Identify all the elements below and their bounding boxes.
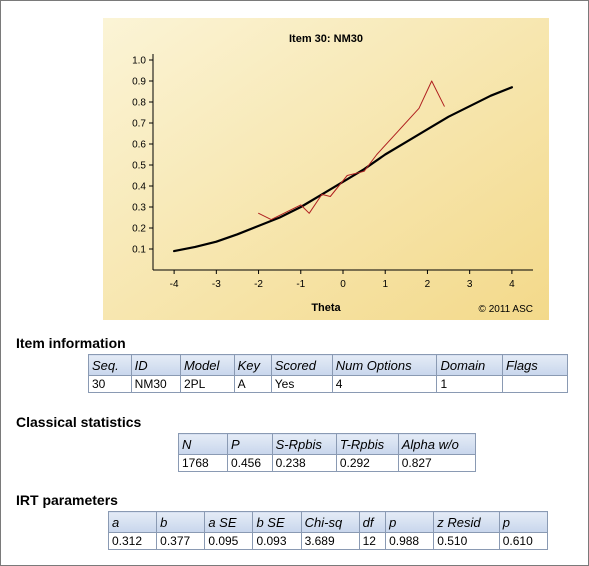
x-axis-label: Theta <box>311 302 341 314</box>
col-a-se[interactable]: a SE <box>204 511 254 533</box>
cell-id: NM30 <box>130 375 181 393</box>
cell-seq: 30 <box>88 375 132 393</box>
cell-p-chi: 0.988 <box>385 532 435 550</box>
table-row: 0.312 0.377 0.095 0.093 3.689 12 0.988 0… <box>107 532 549 550</box>
cell-n: 1768 <box>178 454 228 472</box>
col-a[interactable]: a <box>107 511 158 533</box>
cell-alpha-wo: 0.827 <box>397 454 477 472</box>
col-key[interactable]: Key <box>233 354 272 376</box>
cell-domain: 1 <box>436 375 503 393</box>
copyright-note: © 2011 ASC <box>479 304 533 315</box>
cell-p-z: 0.610 <box>498 532 549 550</box>
cell-chi-sq: 3.689 <box>300 532 360 550</box>
observed-proportion-line <box>258 80 445 221</box>
table-row: 30 NM30 2PL A Yes 4 1 <box>88 375 568 393</box>
cell-b: 0.377 <box>156 532 206 550</box>
chart-title: Item 30: NM30 <box>289 33 363 45</box>
y-tick-label: 0.6 <box>132 140 146 151</box>
cell-df: 12 <box>358 532 387 550</box>
x-tick-label: -2 <box>254 279 263 290</box>
irt-header-row: a b a SE b SE Chi-sq df p z Resid p <box>107 511 549 533</box>
y-tick-label: 0.5 <box>132 161 146 172</box>
classical-stats-table: N P S-Rpbis T-Rpbis Alpha w/o 1768 0.456… <box>178 433 477 472</box>
col-id[interactable]: ID <box>130 354 181 376</box>
chart-svg: Item 30: NM30 Theta © 2011 ASC 0.1 0.2 0.3… <box>103 18 549 320</box>
x-tick-label: 2 <box>425 279 431 290</box>
cell-scored: Yes <box>270 375 333 393</box>
item-info-header-row: Seq. ID Model Key Scored Num Options Dom… <box>88 354 568 376</box>
x-tick-label: -3 <box>212 279 221 290</box>
cell-a-se: 0.095 <box>204 532 254 550</box>
col-s-rpbis[interactable]: S-Rpbis <box>271 433 337 455</box>
x-tick-label: -4 <box>170 279 179 290</box>
cell-t-rpbis: 0.292 <box>335 454 399 472</box>
classical-header-row: N P S-Rpbis T-Rpbis Alpha w/o <box>178 433 477 455</box>
col-df[interactable]: df <box>358 511 387 533</box>
x-tick-label: 1 <box>382 279 388 290</box>
y-tick-label: 0.4 <box>132 182 146 193</box>
y-tick-label: 0.2 <box>132 224 146 235</box>
cell-z-resid: 0.510 <box>433 532 500 550</box>
y-tick-label: 0.9 <box>132 77 146 88</box>
col-p-z[interactable]: p <box>498 511 549 533</box>
cell-key: A <box>233 375 272 393</box>
irt-params-title: IRT parameters <box>16 492 118 508</box>
table-row: 1768 0.456 0.238 0.292 0.827 <box>178 454 477 472</box>
col-flags[interactable]: Flags <box>502 354 568 376</box>
col-model[interactable]: Model <box>179 354 235 376</box>
x-tick-label: 0 <box>340 279 346 290</box>
col-domain[interactable]: Domain <box>436 354 503 376</box>
x-tick-label: 4 <box>509 279 515 290</box>
cell-a: 0.312 <box>107 532 158 550</box>
item-info-table: Seq. ID Model Key Scored Num Options Dom… <box>88 354 568 393</box>
col-t-rpbis[interactable]: T-Rpbis <box>335 433 399 455</box>
col-p[interactable]: P <box>227 433 273 455</box>
col-alpha-wo[interactable]: Alpha w/o <box>397 433 477 455</box>
cell-num-options: 4 <box>331 375 438 393</box>
col-n[interactable]: N <box>178 433 228 455</box>
y-tick-label: 0.1 <box>132 245 146 256</box>
col-b[interactable]: b <box>156 511 206 533</box>
y-tick-label: 0.8 <box>132 98 146 109</box>
item-info-title: Item information <box>16 335 126 351</box>
cell-b-se: 0.093 <box>252 532 302 550</box>
col-num-options[interactable]: Num Options <box>331 354 438 376</box>
y-tick-label: 1.0 <box>132 56 146 67</box>
cell-p: 0.456 <box>227 454 273 472</box>
col-b-se[interactable]: b SE <box>252 511 302 533</box>
col-z-resid[interactable]: z Resid <box>433 511 500 533</box>
col-chi-sq[interactable]: Chi-sq <box>300 511 360 533</box>
x-tick-label: 3 <box>467 279 473 290</box>
col-scored[interactable]: Scored <box>270 354 333 376</box>
y-tick-label: 0.3 <box>132 203 146 214</box>
col-seq[interactable]: Seq. <box>88 354 132 376</box>
model-curve-line <box>172 86 513 253</box>
y-tick-label: 0.7 <box>132 119 146 130</box>
x-tick-label: -1 <box>296 279 305 290</box>
cell-flags <box>502 375 568 393</box>
chart-background <box>103 18 549 320</box>
classical-stats-title: Classical statistics <box>16 414 142 430</box>
item-characteristic-chart: Item 30: NM30 Theta © 2011 ASC 0.1 0.2 0.3… <box>103 18 549 320</box>
cell-model: 2PL <box>179 375 235 393</box>
col-p-chi[interactable]: p <box>385 511 435 533</box>
cell-s-rpbis: 0.238 <box>271 454 337 472</box>
irt-params-table: a b a SE b SE Chi-sq df p z Resid p 0.31… <box>107 511 549 550</box>
